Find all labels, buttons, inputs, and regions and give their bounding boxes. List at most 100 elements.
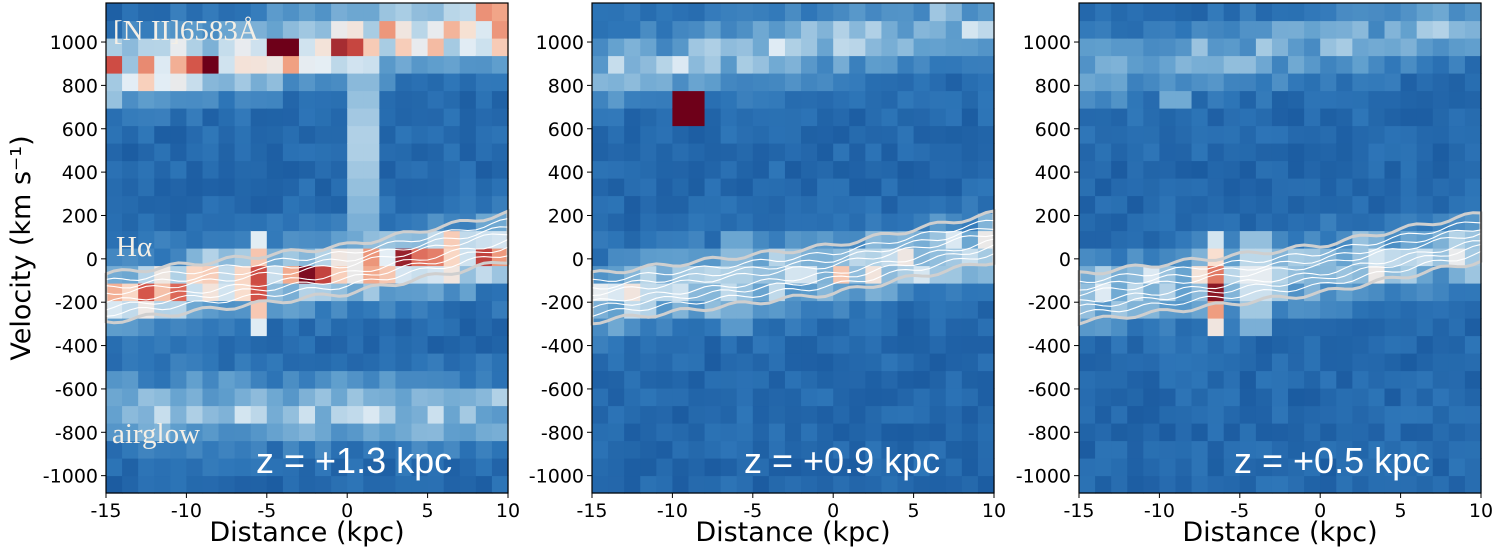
heatmap-cell bbox=[186, 440, 204, 459]
heatmap-cell bbox=[411, 160, 429, 179]
y-tick-label: 1000 bbox=[1023, 32, 1071, 54]
heatmap-cell bbox=[1239, 195, 1257, 214]
heatmap-cell bbox=[688, 353, 706, 372]
heatmap-cell bbox=[1384, 73, 1402, 92]
heatmap-cell bbox=[218, 423, 236, 442]
x-tick-label: -15 bbox=[576, 500, 607, 522]
heatmap-cell bbox=[768, 230, 786, 249]
heatmap-cell bbox=[459, 125, 477, 144]
heatmap-cell bbox=[1320, 108, 1337, 127]
heatmap-cell bbox=[1095, 108, 1112, 127]
heatmap-cell bbox=[592, 55, 609, 74]
heatmap-cell bbox=[1159, 55, 1177, 74]
heatmap-cell bbox=[608, 458, 625, 477]
heatmap-cell bbox=[1207, 318, 1225, 337]
heatmap-cell bbox=[1159, 423, 1177, 442]
heatmap-cell bbox=[624, 125, 641, 144]
heatmap-cell bbox=[395, 248, 413, 267]
heatmap-cell bbox=[624, 370, 641, 389]
heatmap-cell bbox=[784, 125, 802, 144]
heatmap-cell bbox=[1111, 143, 1128, 162]
heatmap-cell bbox=[1207, 143, 1225, 162]
heatmap-cell bbox=[1191, 20, 1209, 39]
heatmap-cell bbox=[363, 178, 380, 197]
heatmap-cell bbox=[640, 423, 657, 442]
heatmap-cell bbox=[1143, 125, 1160, 144]
heatmap-cell bbox=[849, 90, 866, 109]
heatmap-cell bbox=[913, 475, 931, 494]
heatmap-cell bbox=[784, 213, 802, 232]
heatmap-cell bbox=[656, 458, 673, 477]
heatmap-cell bbox=[704, 213, 722, 232]
heatmap-cell bbox=[736, 213, 754, 232]
heatmap-cell bbox=[315, 143, 332, 162]
z-label-2: z = +0.9 kpc bbox=[744, 440, 940, 481]
heatmap-cell bbox=[1432, 90, 1450, 109]
heatmap-cell bbox=[1304, 440, 1321, 459]
heatmap-cell bbox=[411, 213, 429, 232]
heatmap-cell bbox=[138, 125, 155, 144]
heatmap-cell bbox=[672, 265, 690, 284]
heatmap-cell bbox=[1127, 20, 1144, 39]
heatmap-cell bbox=[491, 388, 509, 407]
heatmap-cell bbox=[170, 440, 187, 459]
heatmap-2 bbox=[592, 3, 995, 494]
heatmap-cell bbox=[768, 318, 786, 337]
heatmap-cell bbox=[768, 423, 786, 442]
heatmap-cell bbox=[929, 300, 947, 319]
heatmap-cell bbox=[347, 475, 364, 494]
heatmap-cell bbox=[1271, 38, 1289, 57]
heatmap-cell bbox=[218, 265, 236, 284]
y-tick-label: -400 bbox=[1028, 336, 1071, 358]
heatmap-cell bbox=[817, 195, 834, 214]
heatmap-cell bbox=[1111, 178, 1128, 197]
heatmap-cell bbox=[640, 248, 657, 267]
heatmap-cell bbox=[1127, 248, 1144, 267]
heatmap-cell bbox=[1127, 195, 1144, 214]
heatmap-cell bbox=[282, 178, 300, 197]
heatmap-cell bbox=[784, 370, 802, 389]
heatmap-cell bbox=[1320, 300, 1337, 319]
heatmap-cell bbox=[897, 90, 915, 109]
heatmap-cell bbox=[1368, 160, 1386, 179]
heatmap-cell bbox=[1271, 20, 1289, 39]
heatmap-cell bbox=[1352, 318, 1370, 337]
heatmap-cell bbox=[752, 38, 770, 57]
heatmap-cell bbox=[154, 388, 171, 407]
heatmap-cell bbox=[977, 318, 995, 337]
y-tick-label: 0 bbox=[1059, 249, 1071, 271]
heatmap-cell bbox=[1159, 230, 1177, 249]
heatmap-cell bbox=[640, 335, 657, 354]
heatmap-cell bbox=[234, 20, 252, 39]
heatmap-cell bbox=[1079, 335, 1096, 354]
heatmap-cell bbox=[672, 55, 690, 74]
heatmap-cell bbox=[122, 265, 139, 284]
heatmap-cell bbox=[833, 300, 850, 319]
heatmap-cell bbox=[154, 370, 171, 389]
heatmap-cell bbox=[977, 335, 995, 354]
heatmap-cell bbox=[331, 178, 348, 197]
heatmap-cell bbox=[379, 3, 397, 22]
heatmap-cell bbox=[427, 300, 445, 319]
heatmap-cell bbox=[624, 38, 641, 57]
heatmap-cell bbox=[1288, 38, 1305, 57]
heatmap-cell bbox=[704, 108, 722, 127]
heatmap-cell bbox=[1239, 423, 1257, 442]
heatmap-cell bbox=[608, 353, 625, 372]
heatmap-cell bbox=[801, 423, 818, 442]
heatmap-cell bbox=[1288, 370, 1305, 389]
heatmap-cell bbox=[138, 160, 155, 179]
heatmap-cell bbox=[1368, 3, 1386, 22]
heatmap-cell bbox=[411, 73, 429, 92]
x-tick-label: 0 bbox=[1314, 500, 1326, 522]
heatmap-cell bbox=[929, 108, 947, 127]
heatmap-cell bbox=[138, 90, 155, 109]
heatmap-cell bbox=[977, 20, 995, 39]
heatmap-cell bbox=[1239, 230, 1257, 249]
heatmap-cell bbox=[672, 318, 690, 337]
heatmap-cell bbox=[379, 283, 397, 302]
heatmap-cell bbox=[849, 143, 866, 162]
heatmap-cell bbox=[1448, 353, 1466, 372]
heatmap-cell bbox=[977, 178, 995, 197]
heatmap-cell bbox=[475, 353, 493, 372]
